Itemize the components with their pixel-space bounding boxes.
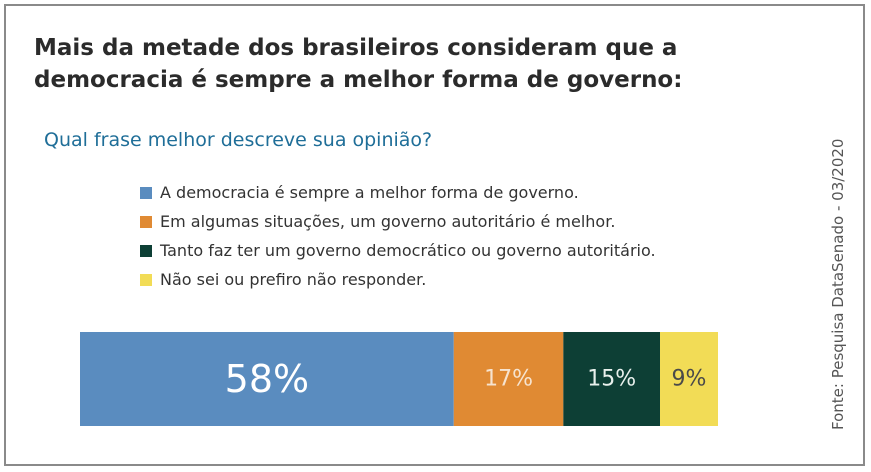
legend-swatch xyxy=(140,186,152,199)
legend-label: Em algumas situações, um governo autorit… xyxy=(160,212,616,231)
legend-item-tanto-faz: Tanto faz ter um governo democrático ou … xyxy=(140,236,656,265)
bar-segment-democracia xyxy=(80,332,454,426)
source-note: Fonte: Pesquisa DataSenado - 03/2020 xyxy=(829,138,847,430)
legend-label: Não sei ou prefiro não responder. xyxy=(160,270,427,289)
bar-label-autoritario: 17% xyxy=(484,367,533,392)
bar-label-democracia: 58% xyxy=(225,357,309,401)
bar-segment-tanto-faz xyxy=(563,332,660,426)
legend-label: Tanto faz ter um governo democrático ou … xyxy=(160,241,656,260)
legend: A democracia é sempre a melhor forma de … xyxy=(140,178,656,294)
legend-swatch xyxy=(140,273,152,286)
legend-swatch xyxy=(140,215,152,228)
legend-item-nao-sei: Não sei ou prefiro não responder. xyxy=(140,265,656,294)
bar-segment-autoritario xyxy=(453,332,564,426)
bar-segment-nao-sei xyxy=(660,332,718,426)
legend-item-autoritario: Em algumas situações, um governo autorit… xyxy=(140,207,656,236)
legend-swatch xyxy=(140,244,152,257)
chart-title: Mais da metade dos brasileiros considera… xyxy=(34,35,683,93)
bar-label-tanto-faz: 15% xyxy=(587,367,636,392)
legend-item-democracia: A democracia é sempre a melhor forma de … xyxy=(140,178,656,207)
chart-question: Qual frase melhor descreve sua opinião? xyxy=(44,129,433,151)
legend-label: A democracia é sempre a melhor forma de … xyxy=(160,183,579,202)
bar-label-nao-sei: 9% xyxy=(672,367,707,392)
